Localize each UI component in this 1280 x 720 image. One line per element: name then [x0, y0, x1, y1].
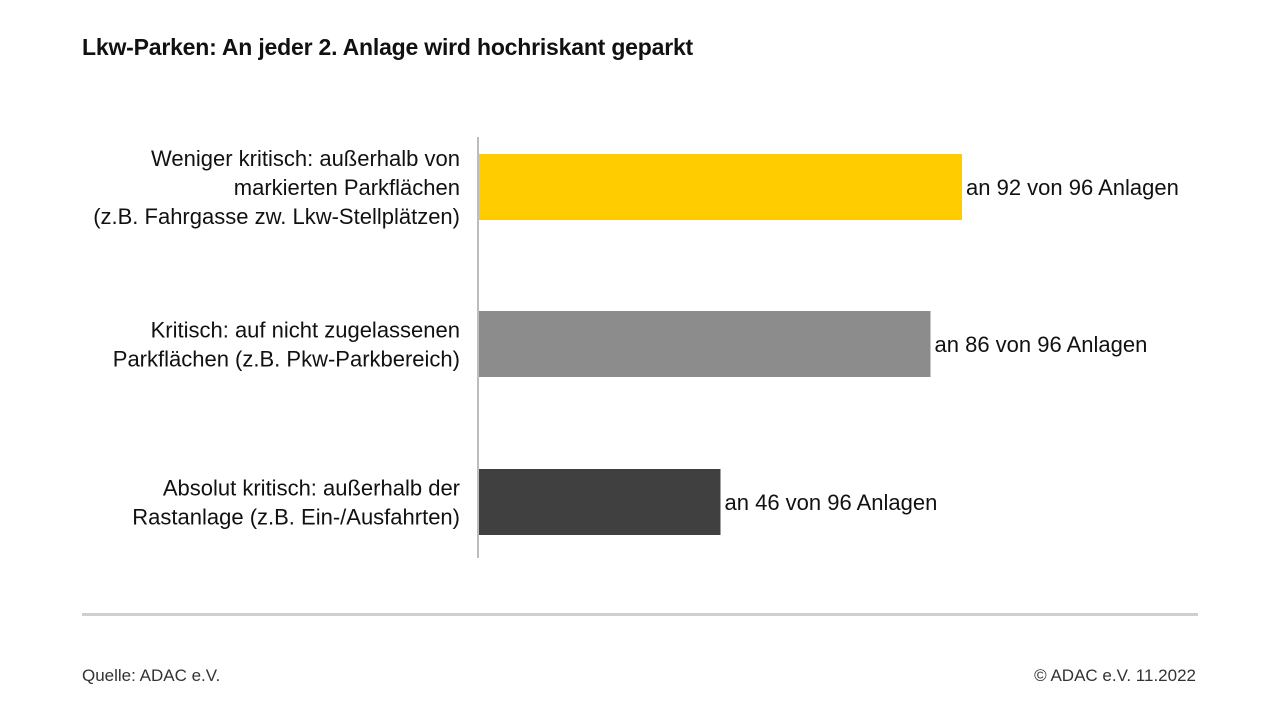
bar-chart: an 92 von 96 Anlagen an 86 von 96 Anlagen…	[93, 137, 1179, 558]
data-label-1: an 92 von 96 Anlagen	[966, 175, 1179, 200]
category-label-line: Absolut kritisch: außerhalb der	[163, 476, 460, 501]
chart-title: Lkw-Parken: An jeder 2. Anlage wird hoch…	[82, 34, 694, 60]
data-label-2: an 86 von 96 Anlagen	[935, 332, 1148, 357]
copyright-note: © ADAC e.V. 11.2022	[1034, 666, 1196, 685]
source-note: Quelle: ADAC e.V.	[82, 666, 221, 685]
footer-divider	[82, 613, 1198, 616]
category-label-line: Weniger kritisch: außerhalb von	[151, 146, 460, 171]
bar-1	[479, 154, 962, 220]
category-label-line: (z.B. Fahrgasse zw. Lkw-Stellplätzen)	[93, 204, 460, 229]
bar-2	[479, 311, 931, 377]
data-label-3: an 46 von 96 Anlagen	[725, 490, 938, 515]
category-label-1: Weniger kritisch: außerhalb von markierte…	[93, 146, 460, 229]
category-label-line: Parkflächen (z.B. Pkw-Parkbereich)	[113, 347, 460, 372]
category-label-3: Absolut kritisch: außerhalb der Rastanlag…	[132, 476, 460, 530]
category-label-2: Kritisch: auf nicht zugelassenen Parkfläc…	[113, 318, 460, 372]
category-label-line: Rastanlage (z.B. Ein-/Ausfahrten)	[132, 505, 460, 530]
category-label-line: Kritisch: auf nicht zugelassenen	[151, 318, 460, 343]
bar-3	[479, 469, 721, 535]
category-label-line: markierten Parkflächen	[234, 175, 460, 200]
